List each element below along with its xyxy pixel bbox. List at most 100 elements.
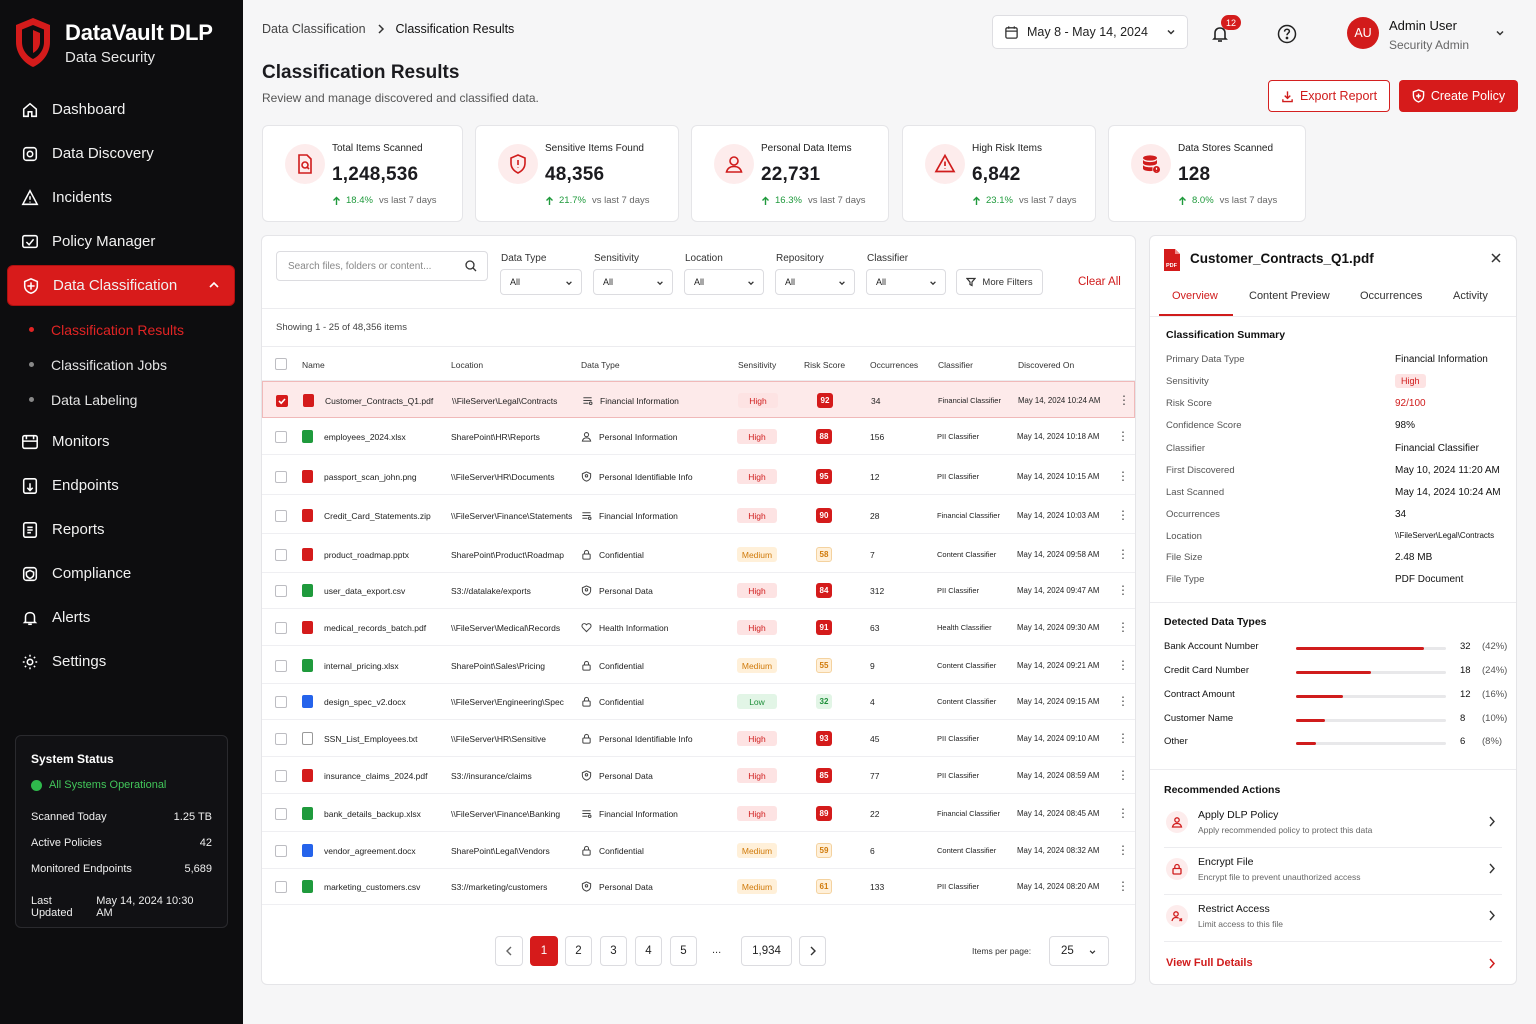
table-row[interactable]: SSN_List_Employees.txt \\FileServer\HR\Se… [262,720,1135,757]
table-row[interactable]: vendor_agreement.docx SharePoint\Legal\Ve… [262,832,1135,869]
view-full-details-link[interactable]: View Full Details [1166,957,1253,969]
row-checkbox[interactable] [275,770,287,782]
row-checkbox[interactable] [275,660,287,672]
nav-data-discovery[interactable]: Data Discovery [7,133,235,174]
file-name[interactable]: vendor_agreement.docx [324,846,416,856]
filter-classifier-select[interactable]: All [866,269,946,295]
column-header-risk-score[interactable]: Risk Score [804,360,846,370]
action-restrict-access[interactable]: Restrict Access Limit access to this fil… [1164,897,1504,943]
action-apply-dlp-policy[interactable]: Apply DLP Policy Apply recommended polic… [1164,803,1504,849]
more-options-icon[interactable]: ⋮ [1117,768,1129,782]
file-name[interactable]: design_spec_v2.docx [324,697,406,707]
column-header-occurrences[interactable]: Occurrences [870,360,919,370]
file-name[interactable]: Customer_Contracts_Q1.pdf [325,396,434,406]
filter-repository-select[interactable]: All [775,269,855,295]
page-button-2[interactable]: 2 [565,936,592,966]
file-name[interactable]: SSN_List_Employees.txt [324,734,418,744]
filter-data-type-select[interactable]: All [500,269,582,295]
file-name[interactable]: insurance_claims_2024.pdf [324,771,428,781]
file-name[interactable]: user_data_export.csv [324,586,406,596]
subnav-data-labeling[interactable]: Data Labeling [7,382,235,417]
nav-alerts[interactable]: Alerts [7,597,235,638]
row-checkbox[interactable] [276,395,288,407]
table-row[interactable]: Credit_Card_Statements.zip \\FileServer\F… [262,497,1135,534]
chevron-right-icon[interactable] [1488,958,1496,969]
table-row[interactable]: Customer_Contracts_Q1.pdf \\FileServer\Le… [262,381,1135,418]
more-options-icon[interactable]: ⋮ [1117,620,1129,634]
help-icon[interactable] [1277,24,1297,44]
table-row[interactable]: insurance_claims_2024.pdf S3://insurance/… [262,757,1135,794]
row-checkbox[interactable] [275,585,287,597]
page-button-4[interactable]: 4 [635,936,662,966]
more-options-icon[interactable]: ⋮ [1117,429,1129,443]
nav-data-classification[interactable]: Data Classification [7,265,235,306]
page-button-last[interactable]: 1,934 [741,936,792,966]
file-name[interactable]: product_roadmap.pptx [324,550,410,560]
user-avatar[interactable]: AU [1347,17,1379,49]
nav-endpoints[interactable]: Endpoints [7,465,235,506]
items-per-page-select[interactable]: 25 [1049,936,1109,966]
column-header-data-type[interactable]: Data Type [581,360,620,370]
nav-reports[interactable]: Reports [7,509,235,550]
column-header-location[interactable]: Location [451,360,484,370]
table-row[interactable]: medical_records_batch.pdf \\FileServer\Me… [262,609,1135,646]
row-checkbox[interactable] [275,549,287,561]
nav-monitors[interactable]: Monitors [7,421,235,462]
more-options-icon[interactable]: ⋮ [1117,583,1129,597]
nav-settings[interactable]: Settings [7,641,235,682]
tab-occurrences[interactable]: Occurrences [1360,290,1423,302]
app-logo[interactable]: DataVault DLP Data Security [12,16,213,70]
nav-dashboard[interactable]: Dashboard [7,89,235,130]
row-checkbox[interactable] [275,431,287,443]
prev-page-button[interactable] [495,936,523,966]
row-checkbox[interactable] [275,510,287,522]
column-header-sensitivity[interactable]: Sensitivity [738,360,777,370]
nav-incidents[interactable]: Incidents [7,177,235,218]
tab-activity[interactable]: Activity [1453,290,1488,302]
search-input[interactable]: Search files, folders or content... [276,251,488,281]
more-options-icon[interactable]: ⋮ [1117,694,1129,708]
file-name[interactable]: passport_scan_john.png [324,472,417,482]
notifications-bell-icon[interactable] [1210,24,1230,44]
subnav-classification-jobs[interactable]: Classification Jobs [7,347,235,382]
row-checkbox[interactable] [275,733,287,745]
more-options-icon[interactable]: ⋮ [1117,547,1129,561]
row-checkbox[interactable] [275,845,287,857]
file-name[interactable]: medical_records_batch.pdf [324,623,427,633]
table-row[interactable]: bank_details_backup.xlsx \\FileServer\Fin… [262,795,1135,832]
table-row[interactable]: passport_scan_john.png \\FileServer\HR\Do… [262,458,1135,495]
page-button-5[interactable]: 5 [670,936,697,966]
table-row[interactable]: employees_2024.xlsx SharePoint\HR\Reports… [262,418,1135,455]
table-row[interactable]: internal_pricing.xlsx SharePoint\Sales\Pr… [262,647,1135,684]
row-checkbox[interactable] [275,696,287,708]
more-options-icon[interactable]: ⋮ [1117,806,1129,820]
export-report-button[interactable]: Export Report [1268,80,1390,112]
more-filters-button[interactable]: More Filters [956,269,1043,295]
date-range-picker[interactable]: May 8 - May 14, 2024 [992,15,1188,49]
action-encrypt-file[interactable]: Encrypt File Encrypt file to prevent una… [1164,850,1504,896]
table-row[interactable]: marketing_customers.csv S3://marketing/cu… [262,868,1135,905]
file-name[interactable]: marketing_customers.csv [324,882,421,892]
column-header-classifier[interactable]: Classifier [938,360,973,370]
chevron-down-icon[interactable] [1495,28,1505,38]
tab-content-preview[interactable]: Content Preview [1249,290,1330,302]
create-policy-button[interactable]: Create Policy [1399,80,1518,112]
table-row[interactable]: user_data_export.csv S3://datalake/export… [262,572,1135,609]
user-name[interactable]: Admin User [1389,18,1457,33]
more-options-icon[interactable]: ⋮ [1117,469,1129,483]
row-checkbox[interactable] [275,622,287,634]
more-options-icon[interactable]: ⋮ [1118,393,1130,407]
file-name[interactable]: bank_details_backup.xlsx [324,809,421,819]
select-all-checkbox[interactable] [275,358,287,370]
more-options-icon[interactable]: ⋮ [1117,508,1129,522]
row-checkbox[interactable] [275,808,287,820]
clear-all-link[interactable]: Clear All [1078,276,1121,288]
nav-policy-manager[interactable]: Policy Manager [7,221,235,262]
next-page-button[interactable] [799,936,826,966]
file-name[interactable]: internal_pricing.xlsx [324,661,399,671]
file-name[interactable]: employees_2024.xlsx [324,432,406,442]
subnav-classification-results[interactable]: Classification Results [7,312,235,347]
page-button-3[interactable]: 3 [600,936,627,966]
row-checkbox[interactable] [275,881,287,893]
more-options-icon[interactable]: ⋮ [1117,843,1129,857]
